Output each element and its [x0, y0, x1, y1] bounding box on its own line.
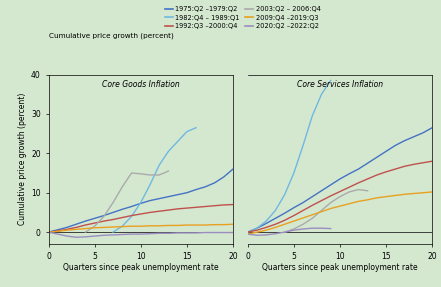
- Text: Core Goods Inflation: Core Goods Inflation: [102, 79, 179, 89]
- Y-axis label: Cumulative price growth (percent): Cumulative price growth (percent): [18, 93, 27, 225]
- Text: Cumulative price growth (percent): Cumulative price growth (percent): [49, 32, 173, 39]
- X-axis label: Quarters since peak unemployment rate: Quarters since peak unemployment rate: [63, 263, 219, 272]
- X-axis label: Quarters since peak unemployment rate: Quarters since peak unemployment rate: [262, 263, 418, 272]
- Text: Core Services Inflation: Core Services Inflation: [297, 79, 383, 89]
- Legend: 1975:Q2 –1979:Q2, 1982:Q4 – 1989:Q1, 1992:Q3 –2000:Q4, 2003:Q2 – 2006:Q4, 2009:Q: 1975:Q2 –1979:Q2, 1982:Q4 – 1989:Q1, 199…: [164, 6, 321, 29]
